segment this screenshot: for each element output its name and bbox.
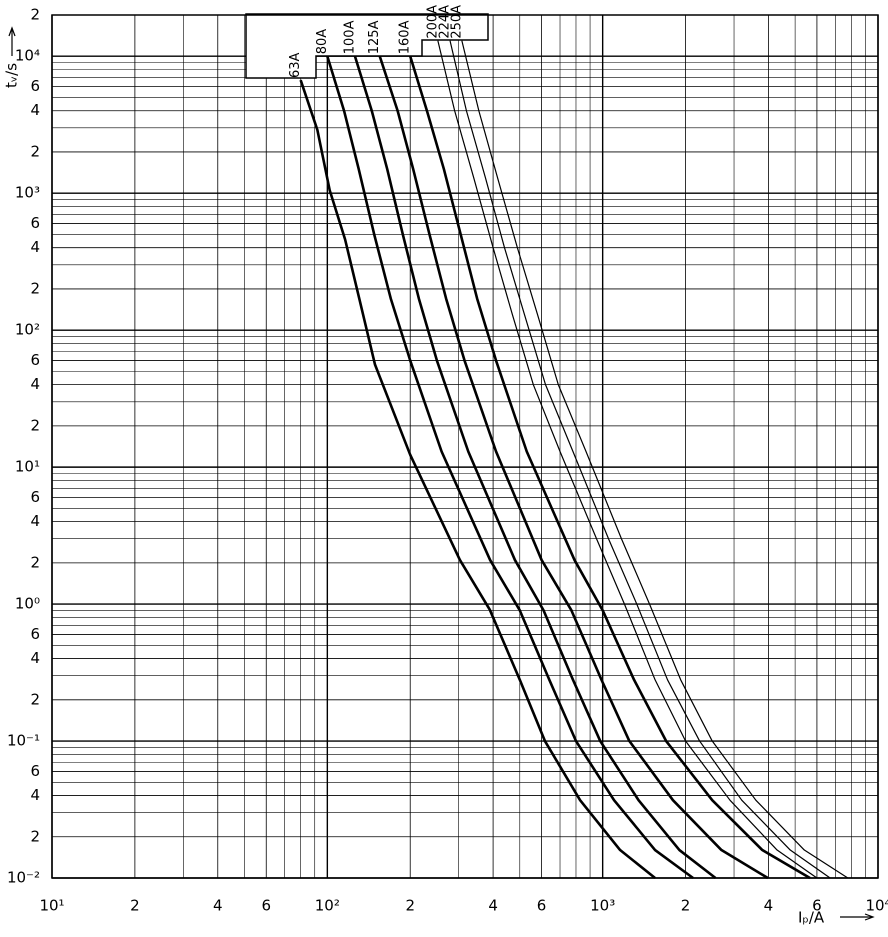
y-tick-label: 6 (30, 214, 40, 232)
x-tick-label: 4 (764, 897, 774, 915)
curve-label: 224A (438, 5, 453, 39)
y-tick-label: 2 (30, 416, 40, 434)
x-tick-label: 10¹ (39, 897, 64, 915)
x-tick-label: 4 (488, 897, 498, 915)
y-tick-label: 4 (30, 375, 40, 393)
y-tick-label: 2 (30, 6, 40, 24)
curve (449, 40, 831, 879)
y-tick-label: 4 (30, 786, 40, 804)
curve (437, 40, 818, 879)
y-tick-label: 10⁴ (15, 47, 40, 65)
y-tick-label: 6 (30, 762, 40, 780)
x-tick-label: 10⁴ (865, 897, 888, 915)
curve (353, 55, 717, 880)
plot-frame (51, 14, 879, 879)
curve (299, 79, 656, 880)
y-tick-label: 2 (30, 142, 40, 160)
curve (326, 55, 694, 880)
curve-label: 63A (288, 53, 303, 79)
y-tick-label: 10¹ (15, 458, 40, 476)
y-tick-label: 6 (30, 625, 40, 643)
curve-label: 100A (342, 20, 357, 54)
y-tick-label: 10⁻¹ (7, 732, 40, 750)
y-tick-label: 2 (30, 279, 40, 297)
y-tick-label: 4 (30, 238, 40, 256)
curve-label: 200A (425, 5, 440, 39)
x-tick-label: 2 (130, 897, 140, 915)
y-tick-label: 10² (15, 321, 40, 339)
curve-label: 125A (367, 20, 382, 54)
x-tick-label: 4 (213, 897, 223, 915)
y-axis-arrowhead (8, 26, 16, 37)
y-tick-label: 6 (30, 488, 40, 506)
y-tick-label: 10⁻² (7, 869, 40, 887)
y-axis-label: tᵥ/s (3, 63, 21, 88)
y-tick-label: 6 (30, 77, 40, 95)
curve (378, 55, 769, 880)
curve-label: 250A (449, 5, 464, 39)
grid (51, 14, 879, 879)
y-tick-label: 4 (30, 101, 40, 119)
y-tick-label: 4 (30, 649, 40, 667)
y-tick-label: 6 (30, 351, 40, 369)
y-tick-label: 2 (30, 690, 40, 708)
y-tick-label: 10⁰ (15, 595, 40, 613)
curve (408, 55, 811, 880)
y-tick-label: 10³ (15, 184, 40, 202)
x-axis-arrowhead (864, 913, 875, 921)
limit-step (245, 13, 489, 79)
y-tick-label: 2 (30, 553, 40, 571)
x-tick-label: 2 (681, 897, 691, 915)
x-tick-label: 6 (812, 897, 822, 915)
x-axis-label: Iₚ/A (798, 909, 825, 927)
curve-label: 160A (398, 20, 413, 54)
y-tick-label: 4 (30, 512, 40, 530)
x-tick-label: 2 (405, 897, 415, 915)
x-tick-label: 10³ (590, 897, 615, 915)
y-tick-label: 2 (30, 827, 40, 845)
x-tick-label: 6 (537, 897, 547, 915)
curve-label: 80A (315, 29, 330, 55)
x-tick-label: 6 (261, 897, 271, 915)
curve (461, 40, 849, 879)
x-tick-label: 10² (315, 897, 340, 915)
